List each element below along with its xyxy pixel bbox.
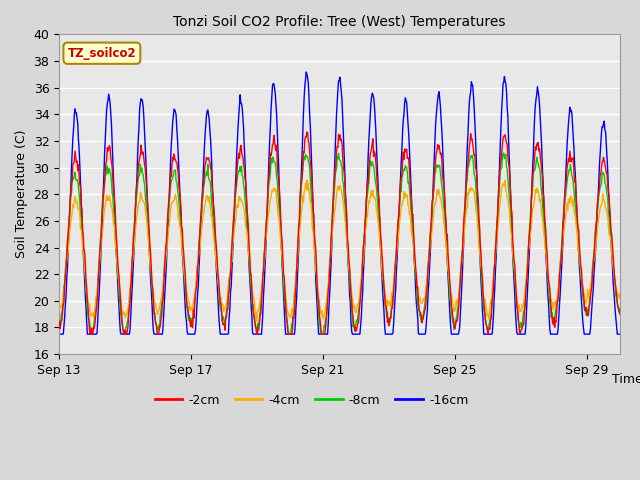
Legend: -2cm, -4cm, -8cm, -16cm: -2cm, -4cm, -8cm, -16cm bbox=[150, 389, 474, 412]
X-axis label: Time: Time bbox=[612, 373, 640, 386]
Text: TZ_soilco2: TZ_soilco2 bbox=[68, 47, 136, 60]
Title: Tonzi Soil CO2 Profile: Tree (West) Temperatures: Tonzi Soil CO2 Profile: Tree (West) Temp… bbox=[173, 15, 506, 29]
Y-axis label: Soil Temperature (C): Soil Temperature (C) bbox=[15, 130, 28, 259]
